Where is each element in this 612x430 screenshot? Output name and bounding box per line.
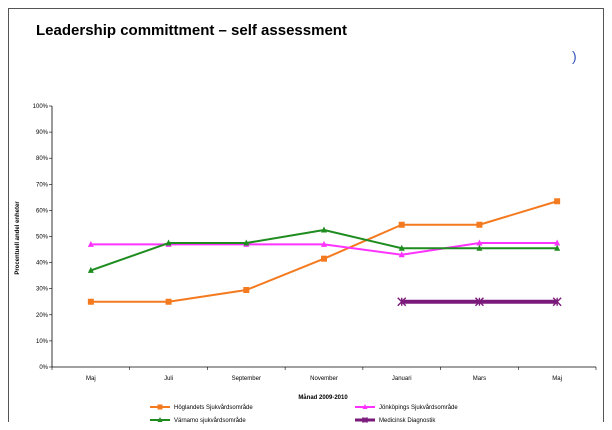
data-point [321,226,327,233]
data-point [321,240,327,247]
x-tick-label: Juli [164,376,173,382]
legend-label: Höglandets Sjukvårdsområde [174,404,253,411]
y-axis-title: Procentuell andel enheter [15,201,21,275]
data-point [165,239,172,246]
data-point [554,198,561,205]
data-point [87,266,94,273]
x-tick-label: Maj [86,376,96,382]
legend-label: Jönköpings Sjukvårdsområde [379,404,458,411]
y-tick-label: 40% [36,261,49,267]
y-tick-label: 60% [36,208,49,214]
legend-item-4: Medicinsk Diagnostik [355,417,436,424]
x-tick-label: November [310,376,338,382]
data-point [476,221,483,228]
y-tick-label: 30% [36,287,49,293]
data-point [476,239,483,246]
legend-label: Medicinsk Diagnostik [379,418,436,424]
data-point [397,297,407,307]
data-point [398,251,405,258]
data-point [165,298,172,305]
y-tick-label: 70% [36,182,49,188]
x-tick-label: Maj [552,376,562,382]
slide-frame-top [8,8,604,9]
data-point [398,244,405,251]
y-tick-label: 10% [36,339,49,345]
x-tick-label: Januari [392,376,412,382]
data-point [243,287,250,294]
y-tick-label: 0% [39,365,48,371]
slide-title: Leadership committment – self assessment [36,22,347,39]
data-point [87,240,94,247]
data-point [552,297,562,307]
legend: Höglandets Sjukvårdsområde Jönköpings Sju… [150,404,458,424]
series-3 [87,226,561,273]
slide-frame-right [603,8,604,422]
series-line [90,228,558,272]
x-axis: Maj Juli September November Januari Mars Maj [51,366,597,382]
y-tick-label: 80% [36,156,49,162]
data-point [362,404,368,409]
series-4 [397,297,562,307]
legend-item-2: Jönköpings Sjukvårdsområde [355,404,458,411]
legend-label: Värnamo sjukvårdsområde [174,417,246,424]
x-tick-label: Mars [473,376,486,382]
x-axis-title: Månad 2009-2010 [298,394,348,401]
x-tick-label: September [232,376,261,382]
series-line [90,200,558,303]
data-point [321,255,327,262]
slide-frame-left [8,8,9,422]
series-1 [87,198,561,305]
data-point [157,404,163,410]
y-axis: 0% 10% 20% 30% 40% 50% 60% 70% 80% 90% 100% [33,104,53,371]
y-tick-label: 100% [33,104,49,110]
data-point [157,417,163,422]
data-point [474,297,484,307]
legend-item-3: Värnamo sjukvårdsområde [150,417,246,424]
data-point [554,239,561,246]
data-point [87,298,94,305]
series-layer [87,198,562,307]
legend-item-1: Höglandets Sjukvårdsområde [150,404,253,411]
y-tick-label: 20% [36,313,49,319]
stray-parenthesis: ) [572,48,577,64]
y-tick-label: 50% [36,235,49,241]
y-tick-label: 90% [36,130,49,136]
data-point [243,239,250,246]
data-point [398,221,405,228]
data-point [476,244,483,251]
data-point [554,244,561,251]
data-point [362,417,368,423]
